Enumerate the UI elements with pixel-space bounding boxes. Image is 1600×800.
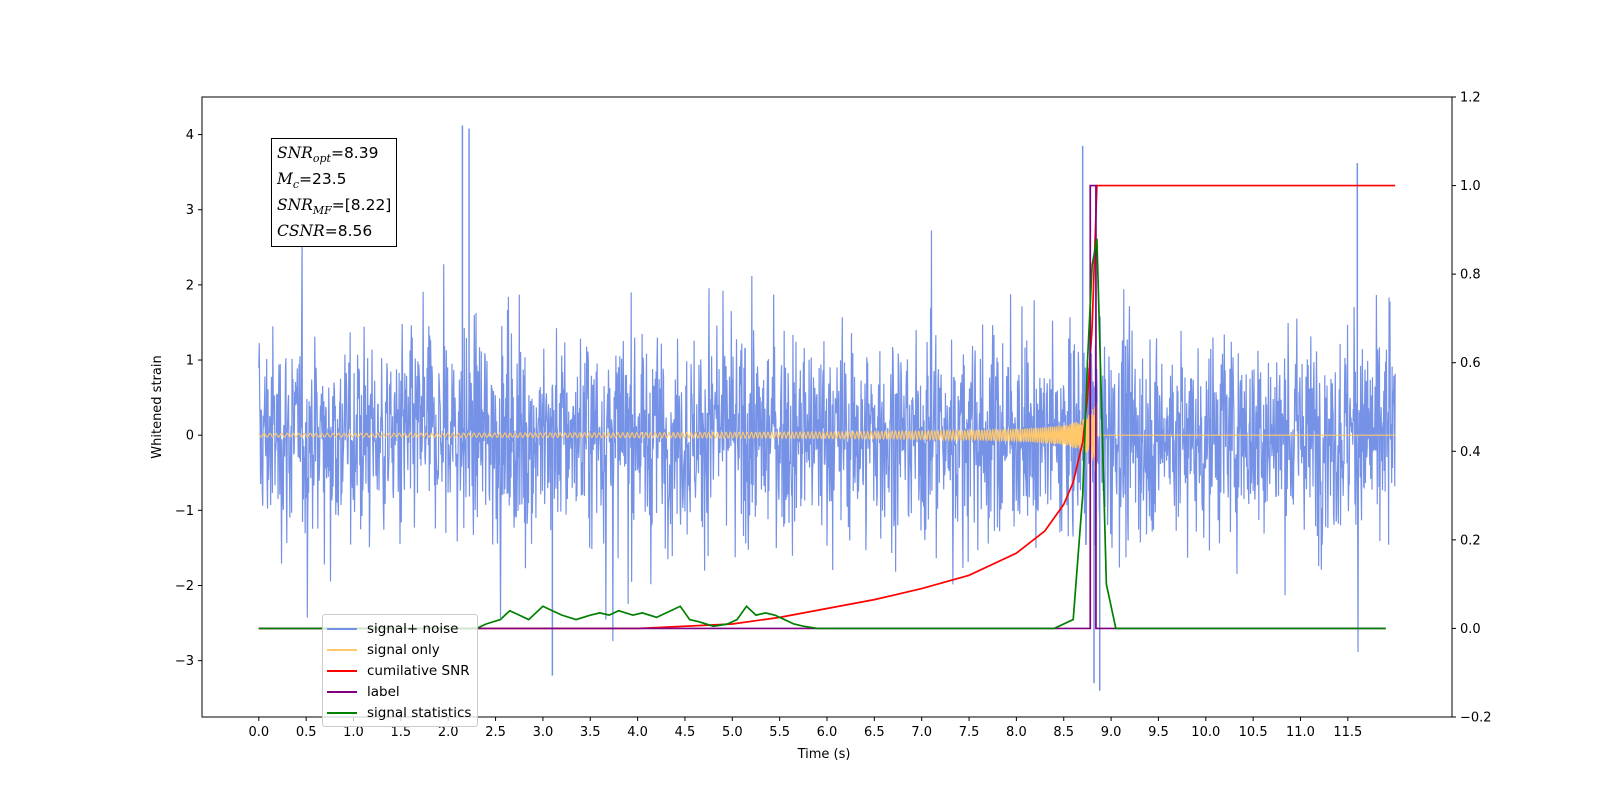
y2-tick-label: −0.2 [1460, 711, 1492, 726]
legend-item-signal-only: signal only [323, 639, 477, 660]
x-tick-label: 6.0 [817, 725, 838, 740]
legend-swatch [327, 627, 357, 630]
x-tick-label: 7.0 [911, 725, 932, 740]
x-tick-label: 2.5 [485, 725, 506, 740]
x-tick-label: 3.0 [533, 725, 554, 740]
y-tick-label: −1 [175, 504, 194, 519]
x-tick-label: 4.0 [627, 725, 648, 740]
x-tick-label: 1.0 [343, 725, 364, 740]
x-axis-label: Time (s) [797, 747, 851, 762]
x-tick-label: 11.5 [1333, 725, 1362, 740]
x-tick-label: 7.5 [959, 725, 980, 740]
x-tick-label: 4.5 [675, 725, 696, 740]
x-tick-label: 5.0 [722, 725, 743, 740]
y-tick-label: 0 [186, 429, 194, 444]
snr-opt-line: SNRopt=8.39 [277, 144, 379, 166]
legend-label: cumilative SNR [367, 662, 470, 679]
csnr-line: CSNR=8.56 [277, 222, 373, 241]
x-tick-label: 8.0 [1006, 725, 1027, 740]
y2-tick-label: 0.8 [1460, 268, 1481, 283]
x-tick-label: 6.5 [864, 725, 885, 740]
legend-swatch [327, 711, 357, 714]
snr-annotation-box: SNRopt=8.39 Mc=23.5 SNRMF=[8.22] CSNR=8.… [271, 138, 398, 248]
legend-swatch [327, 690, 357, 693]
y-axis-right: 1.2 1.0 0.8 0.6 0.4 0.2 0.0 −0.2 [1452, 91, 1492, 726]
y2-tick-label: 0.4 [1460, 445, 1481, 460]
y-axis-left: 4 3 2 1 0 −1 −2 −3 [175, 128, 202, 669]
x-tick-label: 0.0 [248, 725, 269, 740]
series-signal-noise [258, 230, 1396, 653]
x-tick-label: 10.5 [1239, 725, 1268, 740]
legend-item-signal-noise: signal+ noise [323, 618, 477, 639]
x-tick-label: 11.0 [1286, 725, 1315, 740]
y-tick-label: 4 [186, 128, 194, 143]
x-tick-label: 1.5 [391, 725, 412, 740]
legend-item-cumulative-snr: cumilative SNR [323, 660, 477, 681]
y2-tick-label: 0.0 [1460, 622, 1481, 637]
y2-tick-label: 1.0 [1460, 179, 1481, 194]
x-tick-label: 3.5 [580, 725, 601, 740]
y-axis-label: Whitened strain [150, 355, 165, 458]
snr-mf-line: SNRMF=[8.22] [277, 196, 392, 218]
series-signal-only [258, 399, 1396, 471]
chart-legend: signal+ noise signal only cumilative SNR… [322, 614, 478, 727]
legend-swatch [327, 648, 357, 651]
x-tick-label: 0.5 [296, 725, 317, 740]
x-tick-label: 5.5 [769, 725, 790, 740]
series-layer [258, 125, 1396, 691]
mc-line: Mc=23.5 [277, 170, 347, 192]
x-tick-label: 8.5 [1053, 725, 1074, 740]
legend-label: signal statistics [367, 704, 472, 721]
x-axis: 0.0 0.5 1.0 1.5 2.0 2.5 3.0 3.5 4.0 4.5 5.0 5.5 6.0 6… [248, 717, 1362, 740]
x-tick-label: 9.0 [1101, 725, 1122, 740]
series-cumulative-snr [258, 184, 1396, 630]
x-tick-label: 10.0 [1191, 725, 1220, 740]
series-signal-statistics [258, 238, 1386, 630]
y2-tick-label: 0.6 [1460, 356, 1481, 371]
y2-tick-label: 1.2 [1460, 91, 1481, 106]
legend-label: signal only [367, 641, 440, 658]
y-tick-label: 1 [186, 354, 194, 369]
y-tick-label: −2 [175, 579, 194, 594]
y-tick-label: 3 [186, 203, 194, 218]
y-tick-label: −3 [175, 654, 194, 669]
legend-item-signal-statistics: signal statistics [323, 702, 477, 723]
legend-swatch [327, 669, 357, 672]
x-tick-label: 2.0 [438, 725, 459, 740]
y2-tick-label: 0.2 [1460, 533, 1481, 548]
legend-item-label: label [323, 681, 477, 702]
legend-label: signal+ noise [367, 620, 459, 637]
y-tick-label: 2 [186, 278, 194, 293]
x-tick-label: 9.5 [1148, 725, 1169, 740]
legend-label: label [367, 683, 400, 700]
